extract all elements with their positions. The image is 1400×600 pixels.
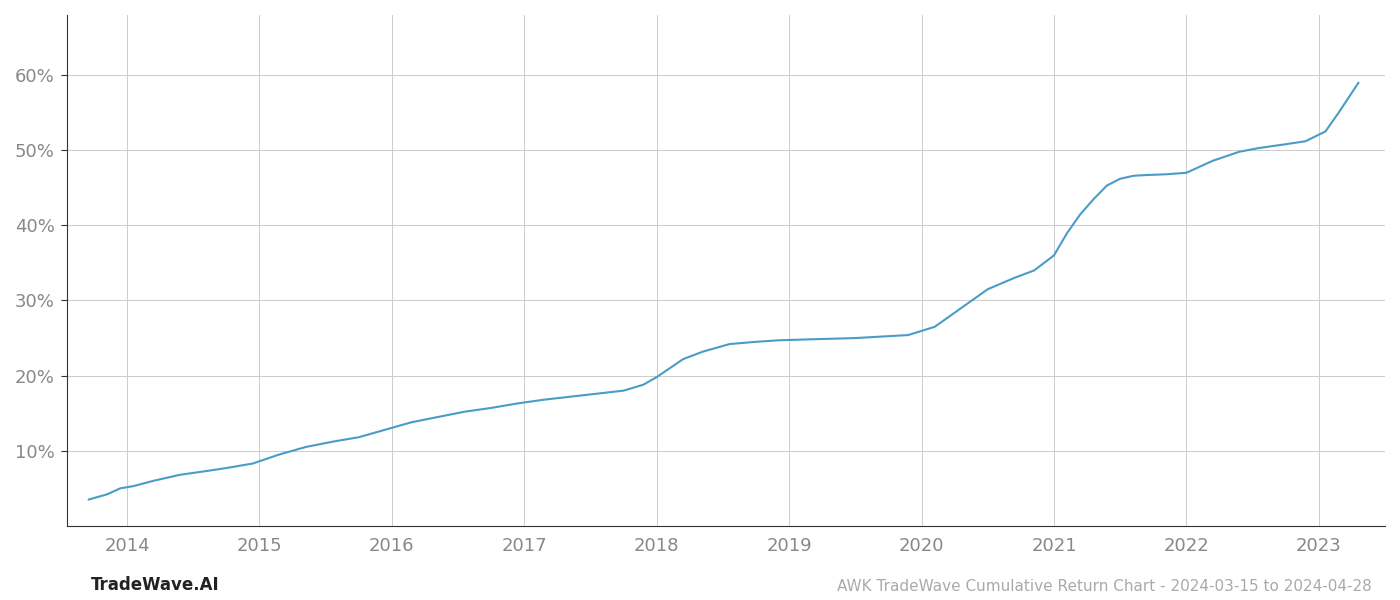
- Text: TradeWave.AI: TradeWave.AI: [91, 576, 220, 594]
- Text: AWK TradeWave Cumulative Return Chart - 2024-03-15 to 2024-04-28: AWK TradeWave Cumulative Return Chart - …: [837, 579, 1372, 594]
